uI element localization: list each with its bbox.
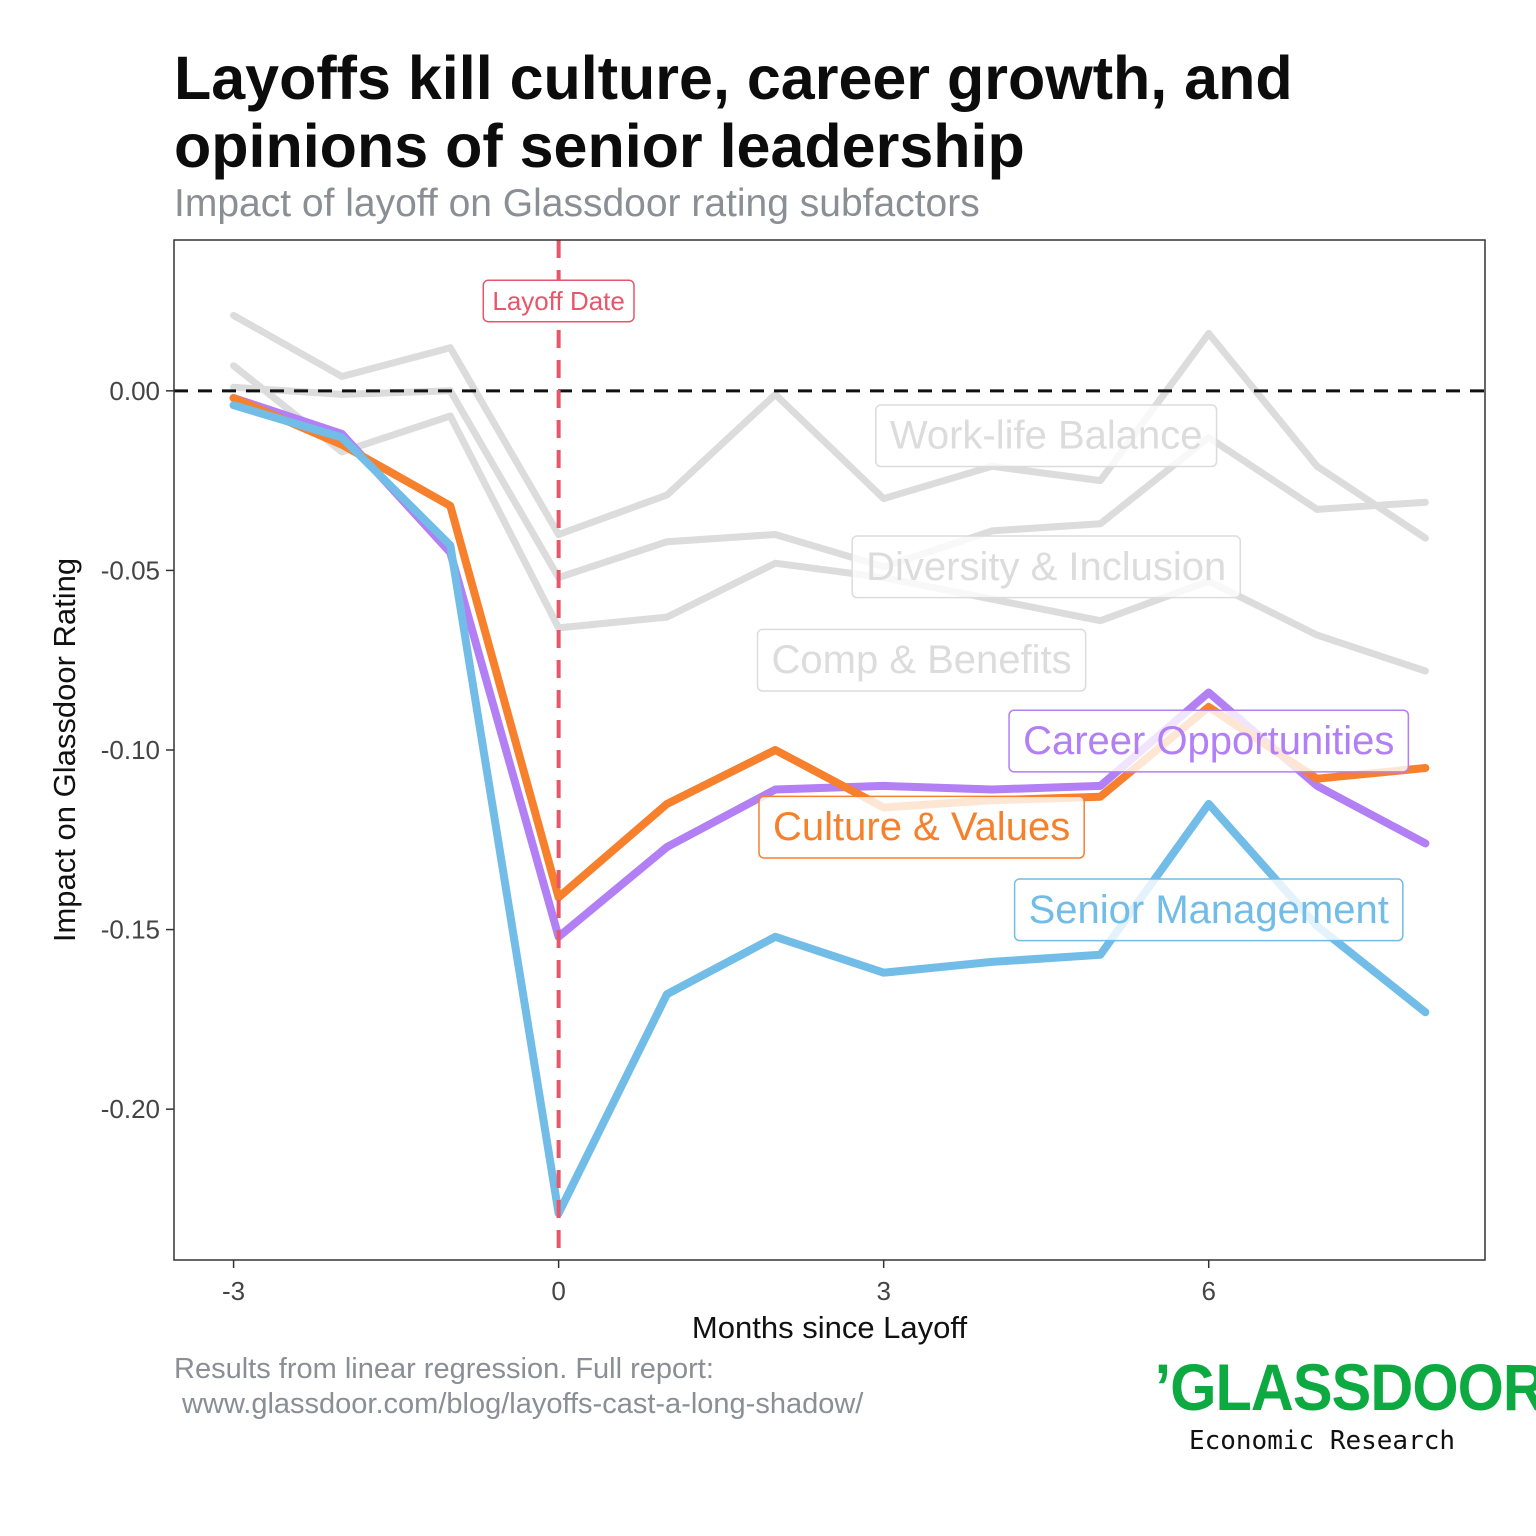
x-tick-label: -3 xyxy=(222,1276,245,1306)
layoff-date-label-text: Layoff Date xyxy=(492,286,625,316)
series-label-career-opportunities-text: Career Opportunities xyxy=(1023,719,1394,763)
y-axis-title: Impact on Glassdoor Rating xyxy=(47,558,82,942)
x-tick-label: 0 xyxy=(551,1276,565,1306)
layoff-date-label-box xyxy=(482,279,635,323)
reference-layer xyxy=(174,240,1485,1260)
series-line-diversity-inclusion xyxy=(230,383,1429,582)
glassdoor-logo: ’GLASSDOOR’ Economic Research xyxy=(1136,1350,1536,1456)
series-label-diversity-inclusion-text: Diversity & Inclusion xyxy=(866,545,1226,589)
series-label-senior-management-text: Senior Management xyxy=(1029,888,1389,932)
series-label-comp-benefits: Comp & Benefits xyxy=(756,628,1087,692)
series-label-culture-values-text: Culture & Values xyxy=(773,805,1070,849)
axis-layer: -3 0 3 6 0.00 -0.05 -0.10 -0.15 -0.20 Months sinc… xyxy=(47,376,1216,1345)
series-line-senior-management xyxy=(229,401,1430,1218)
y-tick-label: -0.05 xyxy=(101,555,160,585)
series-label-senior-management: Senior Management xyxy=(1013,878,1404,942)
series-line-work-life-balance xyxy=(230,311,1429,542)
chart-title: Layoffs kill culture, career growth, and… xyxy=(174,44,1293,180)
chart-subtitle: Impact of layoff on Glassdoor rating sub… xyxy=(174,182,980,225)
series-label-comp-benefits-box xyxy=(756,628,1087,692)
x-axis-title: Months since Layoff xyxy=(692,1310,968,1345)
series-label-work-life-balance-text: Work-life Balance xyxy=(890,414,1203,458)
series-label-career-opportunities: Career Opportunities xyxy=(1008,709,1410,773)
series-label-layer: Layoff Date Work-life Balance Diversity & … xyxy=(482,279,1410,942)
series-label-diversity-inclusion-box xyxy=(851,535,1242,599)
series-label-culture-values-box xyxy=(758,795,1085,859)
y-tick-label: -0.10 xyxy=(101,735,160,765)
footnote-line-1: Results from linear regression. Full rep… xyxy=(174,1353,714,1385)
x-tick-label: 6 xyxy=(1201,1276,1215,1306)
logo-tagline: Economic Research xyxy=(1188,1426,1456,1456)
y-tick-label: -0.20 xyxy=(101,1094,160,1124)
x-tick-label: 3 xyxy=(876,1276,890,1306)
series-label-culture-values: Culture & Values xyxy=(758,795,1085,859)
y-tick-label: -0.15 xyxy=(101,915,160,945)
y-tick-label: 0.00 xyxy=(109,376,160,406)
series-line-comp-benefits xyxy=(230,362,1429,675)
layoff-date-label: Layoff Date xyxy=(482,279,635,323)
series-label-career-opportunities-box xyxy=(1008,709,1410,773)
series-label-comp-benefits-text: Comp & Benefits xyxy=(772,638,1072,682)
series-label-work-life-balance: Work-life Balance xyxy=(875,404,1218,468)
series-label-work-life-balance-box xyxy=(875,404,1218,468)
logo-wordmark: ’GLASSDOOR’ xyxy=(1154,1350,1536,1424)
footnote: Results from linear regression. Full rep… xyxy=(174,1352,863,1422)
series-label-senior-management-box xyxy=(1013,878,1404,942)
series-label-diversity-inclusion: Diversity & Inclusion xyxy=(851,535,1242,599)
footnote-source-link[interactable]: www.glassdoor.com/blog/layoffs-cast-a-lo… xyxy=(174,1388,864,1420)
